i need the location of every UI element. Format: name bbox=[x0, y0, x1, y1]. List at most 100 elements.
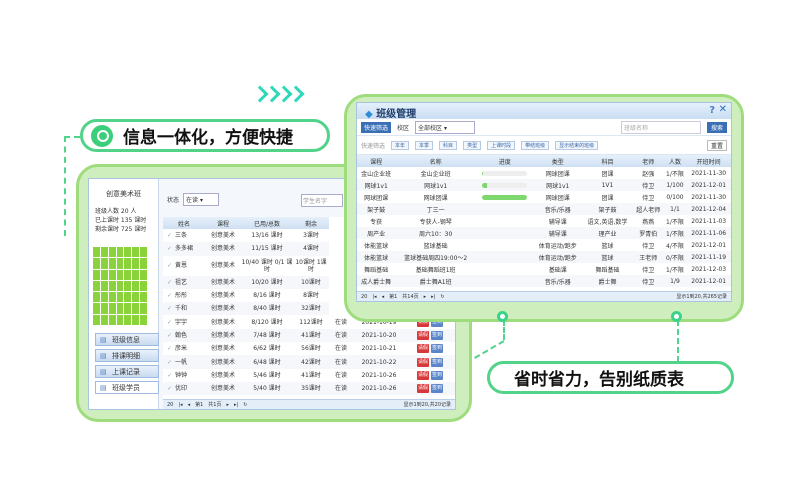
table-row[interactable]: 体能篮球 篮球基础周四19:00～2 体育运动/跑步 篮球 王老师 0/不限 2021-11… bbox=[357, 251, 731, 263]
refresh-icon[interactable]: ↻ bbox=[440, 293, 445, 300]
table-row[interactable]: ✓ 一帆 创意美术 6/48 课时 42课时 在读 2021-10-22 请假 签到 bbox=[163, 355, 455, 369]
column-header[interactable]: 课程 bbox=[205, 217, 241, 229]
edit-icon[interactable]: ✓ bbox=[167, 292, 173, 300]
table-row[interactable]: ✓ 翰色 创意美术 7/48 课时 41课时 在读 2021-10-20 请假 签到 bbox=[163, 328, 455, 343]
attendance-cell bbox=[100, 280, 108, 292]
column-header[interactable]: 已用/总数 bbox=[241, 217, 293, 229]
attendance-cell bbox=[100, 247, 108, 258]
student-search-input[interactable]: 学生名字 bbox=[301, 194, 343, 207]
search-button[interactable]: 搜索 bbox=[706, 121, 727, 133]
last-page-button[interactable]: ▸| bbox=[233, 401, 239, 408]
filter-tag[interactable]: 显示结束的班级 bbox=[555, 140, 599, 150]
column-header[interactable]: 人数 bbox=[663, 155, 687, 167]
edit-icon[interactable]: ✓ bbox=[167, 331, 173, 339]
column-header[interactable]: 名称 bbox=[395, 155, 476, 167]
filter-tag[interactable]: 上课时段 bbox=[487, 140, 516, 150]
attendance-cell bbox=[93, 303, 100, 314]
sidebar-item-schedule[interactable]: ▤ 排课明细 bbox=[95, 349, 159, 362]
edit-icon[interactable]: ✓ bbox=[167, 262, 173, 270]
close-icon[interactable]: ✕ bbox=[718, 104, 727, 115]
campus-select[interactable]: 全部校区 ▾ bbox=[415, 120, 476, 134]
cell: 专获人-钢琴 bbox=[419, 218, 452, 226]
page-size-select[interactable]: 20 bbox=[361, 293, 368, 300]
table-row[interactable]: ✓ 彦米 创意美术 6/62 课时 56课时 在读 2021-10-21 请假 签到 bbox=[163, 342, 455, 355]
filter-tag[interactable]: 类型 bbox=[463, 140, 482, 150]
help-icon[interactable]: ? bbox=[709, 105, 715, 116]
first-page-button[interactable]: |◂ bbox=[178, 401, 183, 408]
edit-icon[interactable]: ✓ bbox=[167, 232, 173, 240]
class-stat: 班级人数 20 人 bbox=[95, 208, 137, 215]
prev-page-button[interactable]: ◂ bbox=[381, 293, 385, 300]
edit-icon[interactable]: ✓ bbox=[167, 358, 173, 366]
checkin-button[interactable]: 签到 bbox=[431, 344, 443, 354]
cell: 0/不限 bbox=[666, 254, 684, 262]
column-header[interactable]: 开班时间 bbox=[686, 155, 731, 167]
filter-tag[interactable]: 带结班级 bbox=[521, 140, 550, 150]
sidebar-item-info[interactable]: ▤ 班级信息 bbox=[95, 333, 159, 346]
checkin-button[interactable]: 签到 bbox=[431, 357, 443, 367]
cell: 网球团课 bbox=[423, 194, 448, 202]
next-page-button[interactable]: ▸ bbox=[423, 293, 427, 300]
cell-text: 翰色 bbox=[175, 331, 188, 339]
cell: 32课时 bbox=[293, 302, 329, 315]
page-size-select[interactable]: 20 bbox=[167, 401, 174, 408]
quick-filter-button[interactable]: 快速筛选 bbox=[361, 121, 392, 133]
prev-page-button[interactable]: ◂ bbox=[187, 401, 191, 408]
table-row[interactable]: 金山企业班 金山企业班 网球团课 团课 赵强 1/不限 2021-11-30 bbox=[357, 167, 731, 179]
status-filter-select[interactable]: 在读 ▾ bbox=[183, 192, 220, 206]
refresh-icon[interactable]: ↻ bbox=[243, 401, 248, 408]
table-row[interactable]: ✓ 钟钟 创意美术 5/46 课时 41课时 在读 2021-10-26 请假 签到 bbox=[163, 369, 455, 382]
sidebar-item-students[interactable]: ▤ 班级学员 bbox=[95, 381, 159, 394]
last-page-button[interactable]: ▸| bbox=[431, 293, 436, 300]
filter-tag[interactable]: 本年 bbox=[391, 140, 410, 150]
checkin-button[interactable]: 签到 bbox=[431, 384, 443, 394]
edit-icon[interactable]: ✓ bbox=[167, 278, 173, 286]
column-header[interactable]: 姓名 bbox=[163, 217, 205, 229]
table-row[interactable]: ✓ 优印 创意美术 5/40 课时 35课时 在读 2021-10-26 请假 签到 bbox=[163, 381, 455, 396]
table-row[interactable]: 架子鼓 丁三一 音乐/乐器 架子鼓 超人老师 1/1 2021-12-04 bbox=[357, 203, 731, 215]
table-row[interactable]: 体能篮球 篮球基础 体育运动/跑步 篮球 侍卫 4/不限 2021-12-01 bbox=[357, 239, 731, 251]
edit-icon[interactable]: ✓ bbox=[167, 318, 173, 326]
table-row[interactable]: 专获 专获人-钢琴 辅导课 语文,英语,数学 燕燕 1/不限 2021-11-03 bbox=[357, 215, 731, 227]
column-header[interactable]: 剩余 bbox=[293, 217, 329, 229]
column-header[interactable]: 进度 bbox=[475, 155, 534, 167]
table-row[interactable]: 网球1v1 网球1v1 网球1v1 1V1 侍卫 1/100 2021-12-01 bbox=[357, 179, 731, 191]
edit-icon[interactable]: ✓ bbox=[167, 245, 173, 253]
edit-icon[interactable]: ✓ bbox=[167, 345, 173, 353]
filter-tag[interactable]: 本季 bbox=[415, 140, 434, 150]
cell-text: 42课时 bbox=[301, 358, 321, 366]
page-input[interactable]: 第1 bbox=[389, 294, 398, 300]
table-row[interactable]: 网球团课 网球团课 网球团课 团课 侍卫 0/100 2021-11-30 bbox=[357, 191, 731, 203]
cell-text: 在读 bbox=[334, 318, 347, 326]
column-header[interactable]: 课程 bbox=[357, 155, 396, 167]
edit-icon[interactable]: ✓ bbox=[167, 371, 173, 379]
column-header[interactable]: 老师 bbox=[632, 155, 664, 167]
table-row[interactable]: 成人爵士舞 爵士舞A1班 音乐/乐器 爵士舞 侍卫 1/9 2021-12-01 bbox=[357, 275, 731, 287]
sidebar-item-list[interactable]: ▤ 上课记录 bbox=[95, 365, 159, 378]
leave-button[interactable]: 请假 bbox=[417, 357, 429, 367]
next-page-button[interactable]: ▸ bbox=[226, 401, 229, 408]
column-header[interactable]: 科目 bbox=[582, 155, 633, 167]
column-header[interactable]: 类型 bbox=[533, 155, 583, 167]
cell-text: 黄恩 bbox=[175, 262, 188, 270]
leave-button[interactable]: 请假 bbox=[417, 330, 429, 340]
table-row[interactable]: 周产业 周六10：30 辅导课 理产业 罗青伯 1/不限 2021-11-06 bbox=[357, 227, 731, 239]
edit-icon[interactable]: ✓ bbox=[167, 305, 173, 313]
leave-button[interactable]: 请假 bbox=[417, 344, 429, 354]
first-page-button[interactable]: |◂ bbox=[372, 293, 377, 300]
edit-icon[interactable]: ✓ bbox=[167, 385, 173, 393]
checkin-button[interactable]: 签到 bbox=[431, 330, 443, 340]
class-search-input[interactable]: 班级名称 bbox=[620, 120, 701, 134]
cell: 爵士舞 bbox=[598, 278, 617, 286]
filter-tag[interactable]: 科目 bbox=[439, 140, 458, 150]
leave-button[interactable]: 请假 bbox=[417, 370, 429, 380]
page-input[interactable]: 第1 bbox=[195, 402, 204, 408]
checkin-button[interactable]: 签到 bbox=[431, 370, 443, 380]
reset-button[interactable]: 重置 bbox=[706, 139, 727, 151]
cell: 罗青伯 bbox=[639, 230, 658, 238]
leave-button[interactable]: 请假 bbox=[417, 384, 429, 394]
table-row[interactable]: 舞蹈基础 基础舞蹈班1班 基础课 舞蹈基础 侍卫 1/不限 2021-12-03 bbox=[357, 263, 731, 275]
